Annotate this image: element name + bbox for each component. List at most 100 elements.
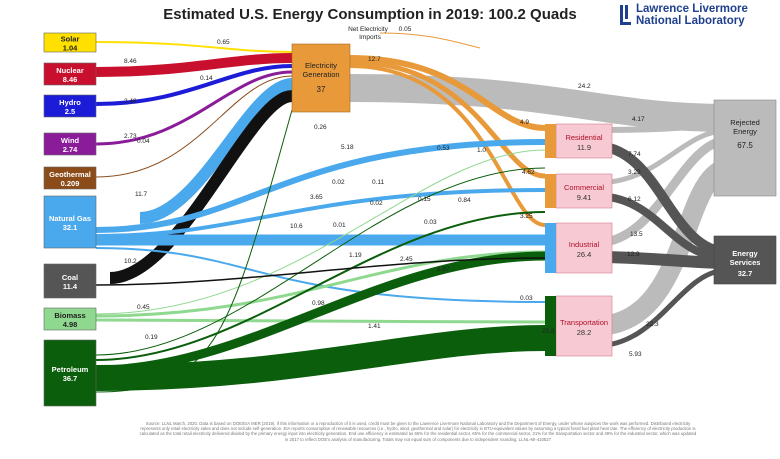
flow-natural-gas-electricity	[139, 78, 294, 224]
logo-line-1: Lawrence Livermore	[636, 3, 748, 15]
flow-value-22: 0.11	[372, 179, 385, 186]
flow-electricity-rejected	[349, 74, 729, 132]
sector-node-residential	[555, 123, 613, 159]
source-value-natural-gas: 32.1	[63, 223, 78, 232]
flow-biomass-transportation	[95, 318, 546, 324]
flow-value-37: 7.74	[628, 151, 641, 158]
flow-natural-gas-commercial	[95, 188, 546, 238]
source-label-biomass: Biomass	[54, 311, 85, 320]
flow-value-42: 22.3	[646, 321, 659, 328]
sector-label-commercial: Commercial	[564, 183, 604, 192]
chart-title: Estimated U.S. Energy Consumption in 201…	[163, 6, 577, 23]
flow-commercial-rejected	[594, 127, 729, 186]
flow-value-41: 12.9	[627, 251, 640, 258]
flow-value-31: 2.45	[400, 256, 413, 263]
source-node-nuclear	[43, 62, 97, 86]
source-node-solar	[43, 32, 97, 53]
source-node-petroleum	[43, 339, 97, 407]
flow-value-38: 3.29	[628, 169, 641, 176]
flow-residential-services	[594, 141, 729, 257]
source-notes: Source: LLNL March, 2020. Data is based …	[139, 421, 697, 442]
source-value-nuclear: 8.46	[63, 75, 78, 84]
llnl-logo-icon	[620, 5, 631, 25]
source-label-natural-gas: Natural Gas	[49, 214, 91, 223]
flow-value-19: 0.53	[437, 145, 450, 152]
flow-value-39: 6.12	[628, 196, 641, 203]
source-value-coal: 11.4	[63, 282, 78, 291]
transportation-input-bar	[545, 296, 556, 356]
net-imports-value: 0.05	[399, 26, 412, 33]
commercial-input-bar	[545, 174, 556, 208]
source-node-geothermal	[43, 166, 97, 190]
sector-value-commercial: 9.41	[577, 193, 592, 202]
source-label-solar: Solar	[61, 35, 80, 44]
flow-value-26: 0.84	[458, 197, 471, 204]
source-value-petroleum: 36.7	[63, 374, 78, 383]
flow-value-21: 0.02	[332, 179, 345, 186]
flow-value-33: 0.98	[312, 300, 325, 307]
source-label-geothermal: Geothermal	[49, 170, 91, 179]
services-value: 32.7	[738, 269, 753, 278]
flow-value-3: 2.48	[124, 98, 137, 105]
flow-net-imports	[379, 32, 481, 49]
sector-label-residential: Residential	[565, 133, 602, 142]
source-node-coal	[43, 263, 97, 299]
flow-value-27: 10.6	[290, 223, 303, 230]
flow-value-23: 3.65	[310, 194, 323, 201]
llnl-logo: Lawrence Livermore National Laboratory	[620, 3, 776, 29]
source-value-biomass: 4.98	[63, 320, 78, 329]
flow-value-8: 10.2	[124, 258, 137, 265]
rejected-node	[713, 99, 777, 197]
rejected-label-1: Rejected	[730, 118, 760, 127]
source-label-nuclear: Nuclear	[56, 66, 84, 75]
source-node-biomass	[43, 307, 97, 331]
flow-value-25: 0.15	[418, 196, 431, 203]
flow-value-9: 0.45	[137, 304, 150, 311]
logo-line-2: National Laboratory	[636, 15, 745, 27]
flow-industrial-rejected	[594, 135, 729, 248]
net-imports-label-2: Imports	[359, 34, 381, 41]
electricity-node	[291, 43, 351, 113]
industrial-input-bar	[545, 223, 556, 273]
electricity-label-1: Electricity	[305, 61, 337, 70]
source-value-geothermal: 0.209	[61, 179, 80, 188]
flow-value-4: 2.73	[124, 133, 137, 140]
sector-value-transportation: 28.2	[577, 328, 592, 337]
flow-value-24: 0.02	[370, 200, 383, 207]
flow-value-2: 8.46	[124, 58, 137, 65]
flow-value-35: 25.8	[542, 328, 555, 335]
flow-value-32: 8.87	[437, 266, 450, 273]
residential-input-bar	[545, 124, 556, 158]
source-value-hydro: 2.5	[65, 107, 75, 116]
source-node-wind	[43, 132, 97, 156]
flow-value-18: 5.18	[341, 144, 354, 151]
source-label-wind: Wind	[61, 136, 80, 145]
flow-petroleum-electricity	[95, 109, 293, 393]
services-label-2: Services	[730, 258, 761, 267]
flow-geothermal-electricity	[95, 75, 293, 178]
flow-wind-electricity	[95, 70, 293, 146]
sector-node-industrial	[555, 222, 613, 274]
flow-value-40: 13.5	[630, 231, 643, 238]
flow-electricity-commercial	[349, 59, 546, 179]
flow-value-28: 0.01	[333, 222, 346, 229]
flow-transportation-rejected	[594, 158, 731, 336]
flow-value-34: 1.41	[368, 323, 381, 330]
flow-value-12: 24.2	[578, 83, 591, 90]
flow-industrial-services	[594, 251, 729, 269]
electricity-value: 37	[317, 85, 326, 94]
flow-residential-rejected	[594, 121, 729, 133]
flow-electricity-residential	[349, 55, 546, 131]
flow-value-14: 4.62	[522, 169, 535, 176]
flow-value-17: 0.26	[314, 124, 327, 131]
flow-biomass-residential	[95, 149, 546, 315]
flow-natural-gas-residential	[95, 139, 546, 233]
sector-label-transportation: Transportation	[560, 318, 608, 327]
flow-value-30: 1.19	[349, 252, 362, 259]
flow-value-10: 0.19	[145, 334, 158, 341]
flow-value-1: 0.65	[217, 39, 230, 46]
flow-value-16: 0.03	[520, 295, 533, 302]
flow-value-43: 5.93	[629, 351, 642, 358]
